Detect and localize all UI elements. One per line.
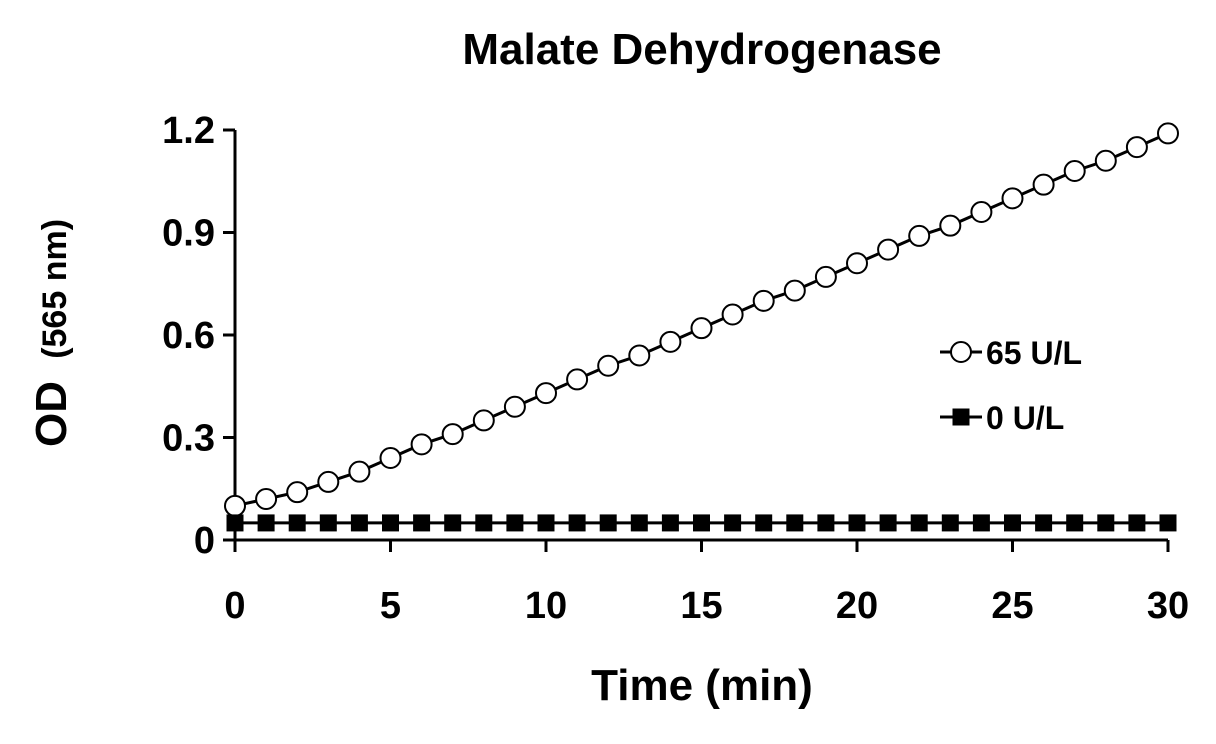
data-point bbox=[413, 514, 431, 532]
data-point bbox=[817, 514, 835, 532]
data-point bbox=[475, 514, 493, 532]
y-tick-label: 0.3 bbox=[162, 418, 215, 460]
data-point bbox=[1097, 514, 1115, 532]
data-point bbox=[506, 514, 524, 532]
legend-marker bbox=[952, 408, 970, 426]
data-point bbox=[783, 279, 806, 302]
data-point bbox=[568, 514, 586, 532]
data-point bbox=[226, 514, 244, 532]
y-tick-label: 0.9 bbox=[162, 213, 215, 255]
legend: 65 U/L 0 U/L bbox=[940, 335, 1082, 436]
data-point bbox=[910, 514, 928, 532]
data-point bbox=[317, 470, 340, 493]
data-point bbox=[1128, 514, 1146, 532]
data-point bbox=[848, 514, 866, 532]
x-tick-label: 5 bbox=[380, 585, 401, 627]
series-2 bbox=[226, 514, 1177, 532]
data-point bbox=[319, 514, 337, 532]
data-point bbox=[350, 514, 368, 532]
legend-label: 0 U/L bbox=[986, 400, 1064, 436]
legend-item-1: 65 U/L bbox=[940, 335, 1082, 371]
data-point bbox=[1157, 122, 1179, 145]
x-tick-label: 25 bbox=[991, 585, 1033, 627]
data-point bbox=[286, 481, 309, 504]
data-point bbox=[1001, 187, 1024, 210]
data-point bbox=[382, 514, 399, 532]
data-point bbox=[693, 514, 710, 532]
y-ticks: 0 0.3 0.6 0.9 1.2 bbox=[162, 110, 235, 562]
x-tick-label: 15 bbox=[680, 585, 722, 627]
data-point bbox=[472, 409, 495, 432]
data-point bbox=[939, 214, 962, 237]
x-ticks: 0 5 10 15 20 25 30 bbox=[224, 540, 1189, 627]
data-point bbox=[379, 447, 402, 469]
y-tick-label: 0.6 bbox=[162, 315, 215, 357]
data-point bbox=[444, 514, 462, 532]
data-point bbox=[1032, 173, 1055, 196]
legend-item-2: 0 U/L bbox=[940, 400, 1064, 436]
x-tick-label: 10 bbox=[525, 585, 567, 627]
data-point bbox=[537, 514, 555, 532]
data-point bbox=[690, 317, 713, 340]
data-point bbox=[786, 514, 804, 532]
x-tick-label: 0 bbox=[224, 585, 245, 627]
data-point bbox=[659, 330, 682, 353]
data-point bbox=[566, 368, 589, 391]
y-axis-title-main: OD bbox=[27, 381, 76, 447]
data-point bbox=[1004, 514, 1021, 532]
data-point bbox=[441, 423, 464, 446]
data-point bbox=[224, 494, 246, 517]
data-point bbox=[535, 382, 557, 405]
data-point bbox=[661, 514, 679, 532]
data-point bbox=[752, 289, 775, 312]
data-point bbox=[721, 303, 744, 326]
data-point bbox=[597, 354, 620, 377]
data-point bbox=[814, 265, 837, 288]
y-axis-title: OD (565 nm) bbox=[27, 219, 76, 447]
data-point bbox=[599, 514, 617, 532]
data-point bbox=[972, 514, 990, 532]
legend-label: 65 U/L bbox=[986, 335, 1082, 371]
chart-title: Malate Dehydrogenase bbox=[462, 25, 941, 74]
data-point bbox=[630, 514, 648, 532]
data-point bbox=[1063, 160, 1086, 182]
data-point bbox=[288, 514, 306, 532]
data-point bbox=[1159, 514, 1177, 532]
data-point bbox=[348, 460, 371, 483]
data-point bbox=[503, 395, 526, 418]
y-tick-label: 0 bbox=[194, 520, 215, 562]
data-point bbox=[755, 514, 773, 532]
data-point bbox=[941, 514, 959, 532]
data-point bbox=[877, 238, 900, 261]
data-point bbox=[879, 514, 897, 532]
y-tick-label: 1.2 bbox=[162, 110, 215, 152]
x-tick-label: 30 bbox=[1147, 585, 1189, 627]
data-point bbox=[724, 514, 742, 532]
series-1 bbox=[224, 122, 1179, 517]
data-point bbox=[255, 488, 278, 510]
data-point bbox=[1125, 136, 1148, 159]
legend-marker bbox=[950, 341, 972, 363]
data-point bbox=[908, 224, 931, 247]
y-axis-title-sub: (565 nm) bbox=[36, 219, 74, 359]
data-point bbox=[846, 252, 868, 275]
data-point bbox=[257, 514, 275, 532]
data-point bbox=[1066, 514, 1084, 532]
x-axis-title: Time (min) bbox=[591, 661, 813, 710]
x-tick-label: 20 bbox=[836, 585, 878, 627]
data-point bbox=[1094, 149, 1117, 172]
data-point bbox=[970, 201, 993, 223]
series-layer bbox=[224, 122, 1179, 532]
data-point bbox=[1035, 514, 1053, 532]
data-point bbox=[410, 433, 433, 456]
data-point bbox=[628, 344, 651, 367]
